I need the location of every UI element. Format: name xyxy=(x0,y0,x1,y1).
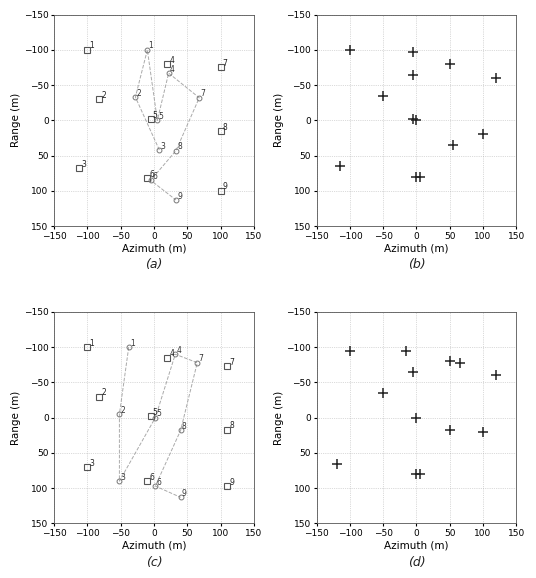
Text: 9: 9 xyxy=(229,477,234,487)
Text: 8: 8 xyxy=(229,421,234,430)
Y-axis label: Range (m): Range (m) xyxy=(11,93,21,147)
X-axis label: Azimuth (m): Azimuth (m) xyxy=(122,541,186,551)
Text: 3: 3 xyxy=(121,473,125,481)
Text: 5: 5 xyxy=(157,409,161,418)
Text: 5: 5 xyxy=(159,112,163,121)
Text: 1: 1 xyxy=(148,42,153,50)
Text: 2: 2 xyxy=(137,88,142,98)
Text: 7: 7 xyxy=(229,358,234,367)
Text: 6: 6 xyxy=(150,170,154,179)
Text: 7: 7 xyxy=(222,59,227,68)
Y-axis label: Range (m): Range (m) xyxy=(273,391,284,445)
Text: 9: 9 xyxy=(177,191,182,201)
Text: 1: 1 xyxy=(90,42,94,50)
Text: 8: 8 xyxy=(222,123,227,132)
Text: 6: 6 xyxy=(157,477,161,487)
Text: 1: 1 xyxy=(90,339,94,348)
Text: (b): (b) xyxy=(408,258,425,272)
Text: 6: 6 xyxy=(152,172,157,181)
Text: 9: 9 xyxy=(182,489,187,498)
Text: 8: 8 xyxy=(177,142,182,151)
Text: 5: 5 xyxy=(153,110,158,120)
Text: 3: 3 xyxy=(81,160,86,169)
X-axis label: Azimuth (m): Azimuth (m) xyxy=(384,243,449,253)
Text: 6: 6 xyxy=(150,473,154,481)
Y-axis label: Range (m): Range (m) xyxy=(273,93,284,147)
X-axis label: Azimuth (m): Azimuth (m) xyxy=(384,541,449,551)
Text: (c): (c) xyxy=(146,555,162,569)
Text: 5: 5 xyxy=(153,408,158,417)
Text: 4: 4 xyxy=(170,65,175,74)
Text: 4: 4 xyxy=(169,55,174,65)
Text: 2: 2 xyxy=(101,388,106,397)
Text: 7: 7 xyxy=(199,354,204,364)
Text: 3: 3 xyxy=(161,142,166,150)
Text: 1: 1 xyxy=(130,339,135,348)
Text: (a): (a) xyxy=(145,258,163,272)
X-axis label: Azimuth (m): Azimuth (m) xyxy=(122,243,186,253)
Text: 8: 8 xyxy=(182,422,187,431)
Text: 2: 2 xyxy=(101,91,106,100)
Text: 9: 9 xyxy=(222,183,227,191)
Text: 7: 7 xyxy=(200,90,205,98)
Text: 4: 4 xyxy=(177,346,182,355)
Text: 4: 4 xyxy=(169,349,174,358)
Text: 3: 3 xyxy=(90,458,94,468)
Y-axis label: Range (m): Range (m) xyxy=(11,391,21,445)
Text: (d): (d) xyxy=(408,555,425,569)
Text: 2: 2 xyxy=(121,406,125,415)
